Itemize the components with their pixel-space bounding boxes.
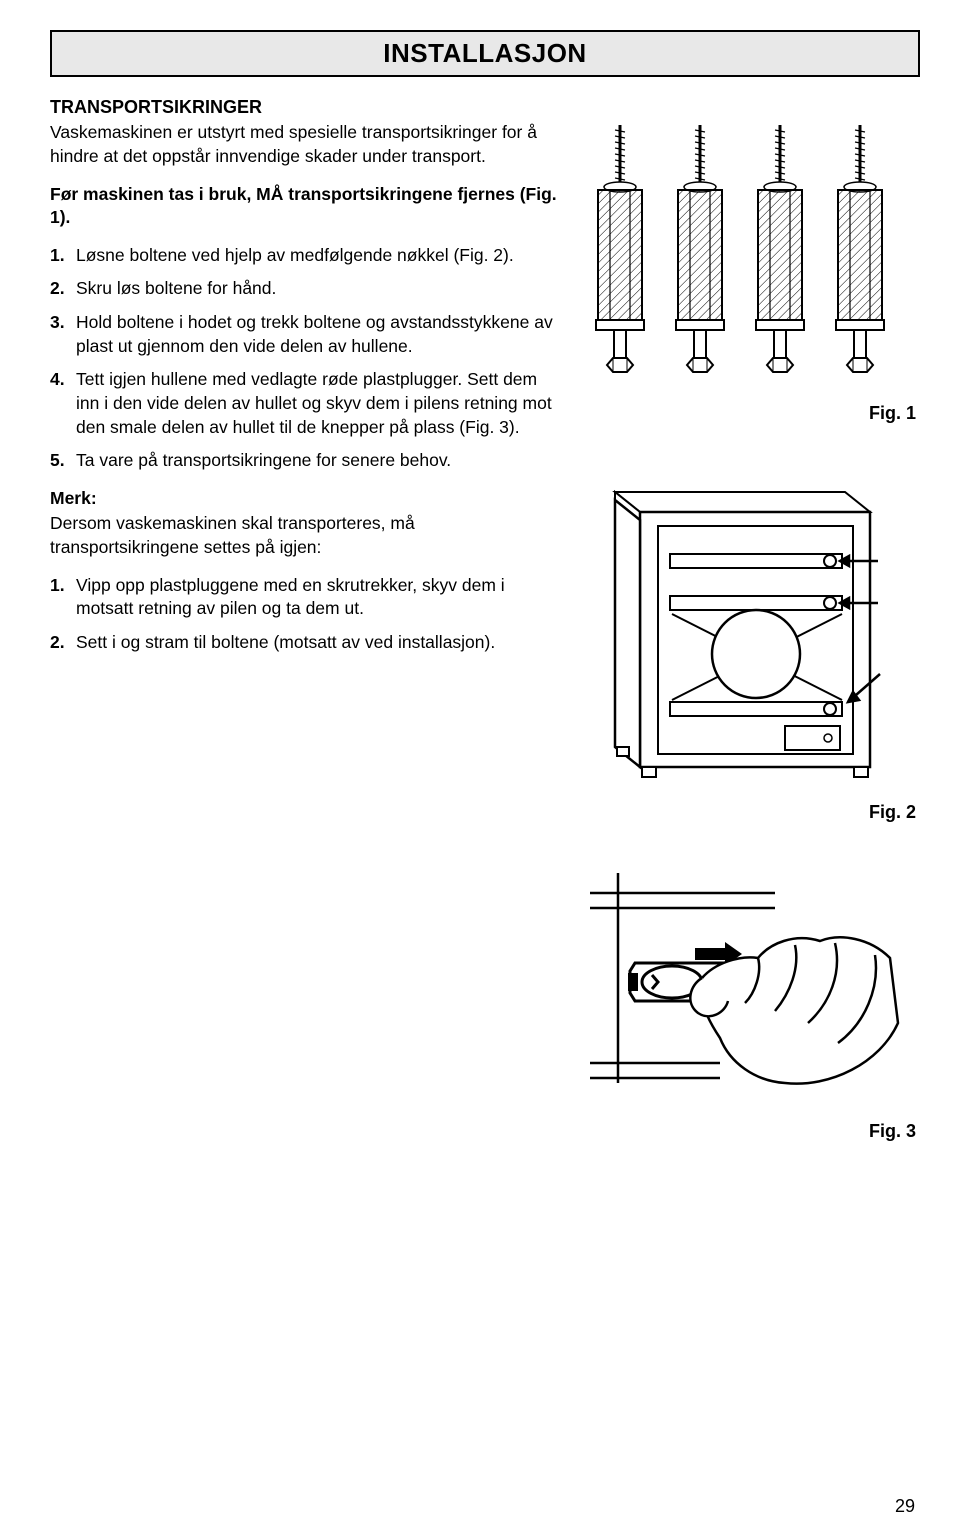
step-number: 4. bbox=[50, 368, 76, 439]
step-text: Løsne boltene ved hjelp av medfølgende n… bbox=[76, 244, 560, 268]
step-item: 2.Sett i og stram til boltene (motsatt a… bbox=[50, 631, 560, 655]
install-steps-list: 1.Løsne boltene ved hjelp av medfølgende… bbox=[50, 244, 560, 473]
step-text: Vipp opp plastpluggene med en skrutrekke… bbox=[76, 574, 560, 621]
step-text: Tett igjen hullene med vedlagte røde pla… bbox=[76, 368, 560, 439]
bolts-diagram-icon bbox=[580, 115, 900, 395]
step-item: 5.Ta vare på transportsikringene for sen… bbox=[50, 449, 560, 473]
figure-3-label: Fig. 3 bbox=[580, 1121, 920, 1142]
step-number: 1. bbox=[50, 574, 76, 621]
text-column: TRANSPORTSIKRINGER Vaskemaskinen er utst… bbox=[50, 95, 560, 1182]
figure-2-label: Fig. 2 bbox=[580, 802, 920, 823]
step-number: 3. bbox=[50, 311, 76, 358]
step-text: Ta vare på transportsikringene for sener… bbox=[76, 449, 560, 473]
step-text: Skru løs boltene for hånd. bbox=[76, 277, 560, 301]
section-heading: TRANSPORTSIKRINGER bbox=[50, 95, 560, 119]
washer-back-diagram-icon bbox=[580, 464, 900, 794]
step-number: 2. bbox=[50, 631, 76, 655]
plug-insert-diagram-icon bbox=[580, 863, 900, 1113]
page-title: INSTALLASJON bbox=[52, 38, 918, 69]
note-heading: Merk: bbox=[50, 487, 560, 511]
content-columns: TRANSPORTSIKRINGER Vaskemaskinen er utst… bbox=[50, 95, 920, 1182]
figure-3: Fig. 3 bbox=[580, 863, 920, 1142]
page-number: 29 bbox=[895, 1496, 915, 1517]
figure-1-label: Fig. 1 bbox=[580, 403, 920, 424]
warning-paragraph: Før maskinen tas i bruk, MÅ transportsik… bbox=[50, 183, 560, 230]
figure-column: Fig. 1 bbox=[580, 95, 920, 1182]
step-text: Hold boltene i hodet og trekk boltene og… bbox=[76, 311, 560, 358]
step-item: 3.Hold boltene i hodet og trekk boltene … bbox=[50, 311, 560, 358]
page-title-bar: INSTALLASJON bbox=[50, 30, 920, 77]
note-intro: Dersom vaskemaskinen skal transporteres,… bbox=[50, 512, 560, 559]
figure-2: Fig. 2 bbox=[580, 464, 920, 823]
reinstall-steps-list: 1.Vipp opp plastpluggene med en skrutrek… bbox=[50, 574, 560, 655]
step-number: 1. bbox=[50, 244, 76, 268]
intro-paragraph: Vaskemaskinen er utstyrt med spesielle t… bbox=[50, 121, 560, 168]
step-item: 4.Tett igjen hullene med vedlagte røde p… bbox=[50, 368, 560, 439]
step-number: 5. bbox=[50, 449, 76, 473]
step-item: 2.Skru løs boltene for hånd. bbox=[50, 277, 560, 301]
step-text: Sett i og stram til boltene (motsatt av … bbox=[76, 631, 560, 655]
step-number: 2. bbox=[50, 277, 76, 301]
step-item: 1.Vipp opp plastpluggene med en skrutrek… bbox=[50, 574, 560, 621]
figure-1: Fig. 1 bbox=[580, 115, 920, 424]
step-item: 1.Løsne boltene ved hjelp av medfølgende… bbox=[50, 244, 560, 268]
